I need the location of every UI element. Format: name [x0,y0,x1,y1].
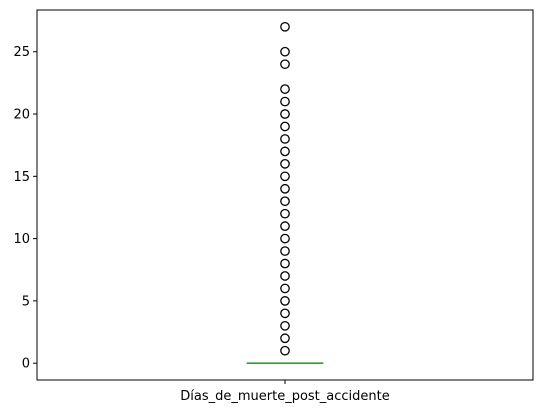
axes-frame [36,9,534,381]
outlier-point [280,296,290,306]
y-axis: 0 5 10 15 20 25 [13,45,37,372]
outlier-point [280,271,290,281]
outlier-point [280,233,290,244]
x-tick-label: Días_de_muerte_post_accidente [180,389,390,404]
y-tick-label: 5 [22,294,30,309]
outlier-point [280,96,290,107]
outlier-point [280,345,290,356]
y-tick-label: 10 [13,232,30,247]
y-tick-label: 0 [22,357,30,372]
outlier-point [280,59,290,70]
outlier-point [280,283,290,294]
y-tick-label: 15 [13,170,30,185]
outlier-point [280,21,290,32]
outlier-point [280,208,290,219]
outlier-point [280,246,290,256]
outlier-point [280,46,290,57]
outlier-point [280,134,290,144]
outlier-point [280,121,290,132]
x-axis: Días_de_muerte_post_accidente [180,380,390,404]
outlier-point [280,258,290,269]
outlier-point [280,196,290,207]
outlier-point [280,171,290,182]
y-tick-label: 25 [13,45,30,60]
outlier-point [280,320,290,331]
outlier-point [280,84,290,94]
outlier-point [280,183,290,194]
outlier-point [280,221,290,231]
outlier-points [280,21,290,356]
outlier-point [280,159,290,169]
outlier-point [280,146,290,157]
outlier-point [280,109,290,119]
y-tick-label: 20 [13,108,30,123]
outlier-point [280,308,290,319]
outlier-point [280,333,290,344]
